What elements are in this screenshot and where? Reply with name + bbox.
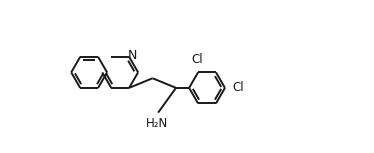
Text: H₂N: H₂N [145,117,168,130]
Text: N: N [128,49,137,62]
Text: Cl: Cl [233,81,244,94]
Text: Cl: Cl [191,53,202,66]
